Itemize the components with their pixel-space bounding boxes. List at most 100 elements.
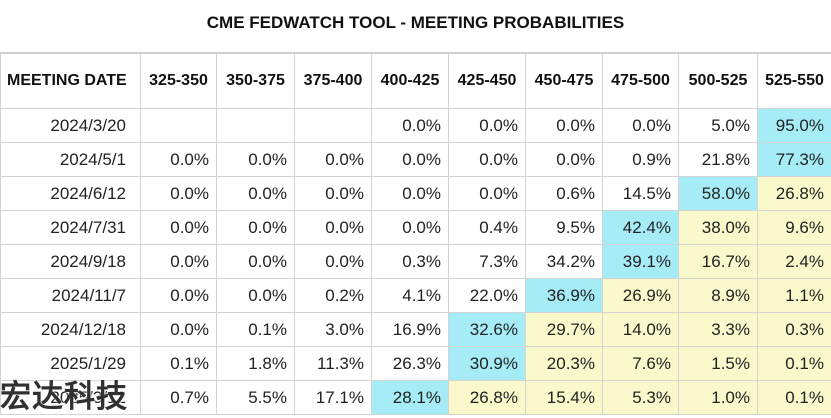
probability-cell: 5.3% — [602, 380, 679, 415]
table-body: 2024/3/20 0.0% 0.0% 0.0% 0.0% 5.0% 95.0% 2024/5… — [0, 108, 831, 415]
probability-cell: 30.9% — [448, 346, 526, 381]
probability-cell: 0.4% — [448, 210, 526, 245]
meeting-date-cell: 2024/6/12 — [0, 176, 141, 211]
probability-cell: 0.0% — [371, 108, 449, 143]
header-range: 525-550 — [757, 53, 831, 109]
header-range: 350-375 — [216, 53, 295, 109]
probability-cell: 7.6% — [602, 346, 679, 381]
probability-cell: 17.1% — [294, 380, 372, 415]
probability-cell: 3.0% — [294, 312, 372, 347]
probability-cell — [294, 108, 372, 143]
probability-cell: 1.5% — [678, 346, 758, 381]
probability-cell: 14.5% — [602, 176, 679, 211]
table-row: 2025/1/29 0.1% 1.8% 11.3% 26.3% 30.9% 20.3% 7.6… — [0, 346, 831, 381]
probability-cell: 1.0% — [678, 380, 758, 415]
meeting-date-cell: 2024/9/18 — [0, 244, 141, 279]
probability-cell: 3.3% — [678, 312, 758, 347]
probability-cell: 0.0% — [448, 142, 526, 177]
probability-cell: 0.0% — [294, 176, 372, 211]
table-row: 2024/12/18 0.0% 0.1% 3.0% 16.9% 32.6% 29.7% 14.… — [0, 312, 831, 347]
probability-cell: 26.8% — [448, 380, 526, 415]
probability-cell: 11.3% — [294, 346, 372, 381]
meeting-date-cell: 2024/11/7 — [0, 278, 141, 313]
probability-cell: 34.2% — [525, 244, 603, 279]
meeting-date-cell: 2024/12/18 — [0, 312, 141, 347]
probability-cell: 0.0% — [140, 176, 217, 211]
probability-cell: 39.1% — [602, 244, 679, 279]
probability-cell: 0.1% — [140, 346, 217, 381]
probability-cell: 29.7% — [525, 312, 603, 347]
header-range: 475-500 — [602, 53, 679, 109]
table-row: 2024/7/31 0.0% 0.0% 0.0% 0.0% 0.4% 9.5% 42.4% 38… — [0, 210, 831, 245]
probability-cell: 26.9% — [602, 278, 679, 313]
header-range: 450-475 — [525, 53, 603, 109]
probability-cell: 95.0% — [757, 108, 831, 143]
probability-cell: 0.0% — [216, 142, 295, 177]
probability-cell: 0.1% — [757, 380, 831, 415]
table-row: 2025/3/12 0.7% 5.5% 17.1% 28.1% 26.8% 15.4% 5.3… — [0, 380, 831, 415]
probability-cell: 0.0% — [371, 176, 449, 211]
probability-cell: 1.8% — [216, 346, 295, 381]
probability-cell: 0.0% — [294, 244, 372, 279]
header-range: 325-350 — [140, 53, 217, 109]
probability-cell: 77.3% — [757, 142, 831, 177]
probability-cell: 0.0% — [140, 210, 217, 245]
probability-cell: 0.0% — [602, 108, 679, 143]
probability-cell: 42.4% — [602, 210, 679, 245]
probability-cell: 0.9% — [602, 142, 679, 177]
probability-cell: 0.1% — [757, 346, 831, 381]
probability-cell: 22.0% — [448, 278, 526, 313]
probability-cell: 0.0% — [448, 108, 526, 143]
probability-cell: 26.8% — [757, 176, 831, 211]
probability-cell: 20.3% — [525, 346, 603, 381]
table-row: 2024/3/20 0.0% 0.0% 0.0% 0.0% 5.0% 95.0% — [0, 108, 831, 143]
probability-cell: 58.0% — [678, 176, 758, 211]
table-row: 2024/11/7 0.0% 0.0% 0.2% 4.1% 22.0% 36.9% 26.9%… — [0, 278, 831, 313]
meeting-date-cell: 2025/3/12 — [0, 380, 141, 415]
probability-cell: 0.0% — [294, 210, 372, 245]
probability-cell: 2.4% — [757, 244, 831, 279]
probability-cell: 14.0% — [602, 312, 679, 347]
probability-cell: 0.0% — [448, 176, 526, 211]
probability-cell: 21.8% — [678, 142, 758, 177]
probability-cell: 0.1% — [216, 312, 295, 347]
probability-cell: 0.3% — [757, 312, 831, 347]
probability-cell: 32.6% — [448, 312, 526, 347]
probability-cell — [216, 108, 295, 143]
table-row: 2024/6/12 0.0% 0.0% 0.0% 0.0% 0.0% 0.6% 14.5% 58… — [0, 176, 831, 211]
probability-cell: 0.0% — [216, 278, 295, 313]
probability-cell: 1.1% — [757, 278, 831, 313]
probability-cell: 0.0% — [140, 244, 217, 279]
probability-cell: 8.9% — [678, 278, 758, 313]
probability-table: MEETING DATE 325-350 350-375 375-400 400… — [0, 53, 831, 415]
probability-cell: 16.7% — [678, 244, 758, 279]
probability-cell: 0.0% — [140, 278, 217, 313]
probability-cell: 38.0% — [678, 210, 758, 245]
probability-cell: 26.3% — [371, 346, 449, 381]
probability-cell: 9.5% — [525, 210, 603, 245]
probability-cell: 0.2% — [294, 278, 372, 313]
header-row: MEETING DATE 325-350 350-375 375-400 400… — [0, 53, 831, 109]
header-range: 400-425 — [371, 53, 449, 109]
header-meeting-date: MEETING DATE — [0, 53, 141, 109]
probability-cell: 0.3% — [371, 244, 449, 279]
probability-cell: 0.0% — [371, 142, 449, 177]
probability-cell: 9.6% — [757, 210, 831, 245]
probability-cell: 0.0% — [140, 312, 217, 347]
probability-cell: 0.0% — [216, 210, 295, 245]
meeting-date-cell: 2024/3/20 — [0, 108, 141, 143]
probability-cell: 4.1% — [371, 278, 449, 313]
header-range: 425-450 — [448, 53, 526, 109]
probability-cell: 0.0% — [525, 108, 603, 143]
probability-cell: 28.1% — [371, 380, 449, 415]
meeting-date-cell: 2024/7/31 — [0, 210, 141, 245]
probability-cell: 0.0% — [216, 176, 295, 211]
table-row: 2024/5/1 0.0% 0.0% 0.0% 0.0% 0.0% 0.0% 0.9% 21.8… — [0, 142, 831, 177]
probability-cell: 0.0% — [371, 210, 449, 245]
probability-cell: 36.9% — [525, 278, 603, 313]
probability-cell — [140, 108, 217, 143]
probability-cell: 5.0% — [678, 108, 758, 143]
probability-cell: 7.3% — [448, 244, 526, 279]
header-range: 375-400 — [294, 53, 372, 109]
meeting-date-cell: 2024/5/1 — [0, 142, 141, 177]
